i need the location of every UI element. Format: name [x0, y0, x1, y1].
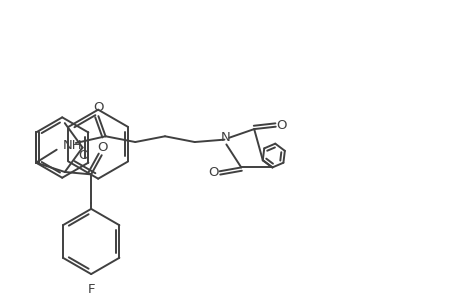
Text: N: N: [220, 131, 230, 144]
Text: O: O: [93, 101, 103, 115]
Text: O: O: [78, 149, 89, 162]
Text: O: O: [276, 119, 286, 132]
Text: O: O: [97, 141, 108, 154]
Text: NH: NH: [62, 140, 82, 152]
Text: F: F: [87, 283, 95, 296]
Text: O: O: [208, 166, 218, 179]
